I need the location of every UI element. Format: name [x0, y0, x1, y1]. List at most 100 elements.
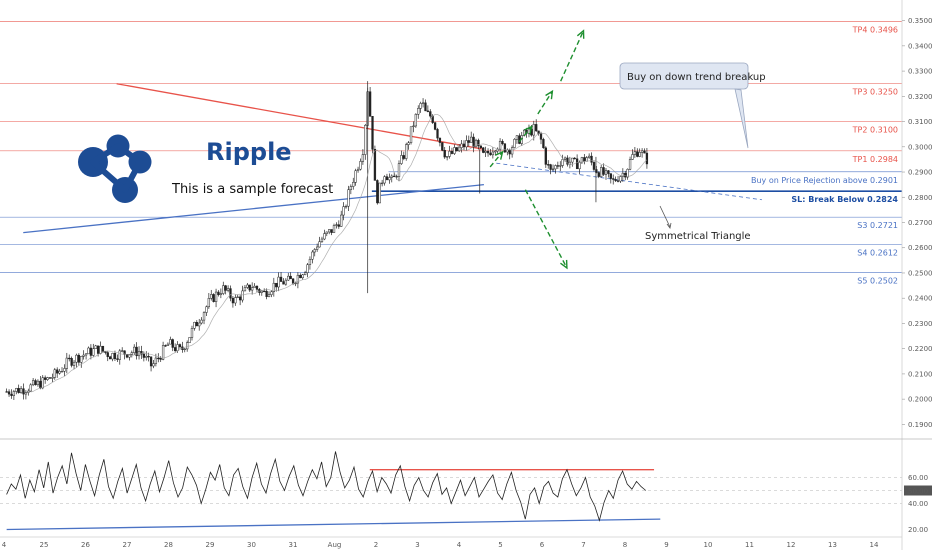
candle-body: [628, 159, 632, 170]
candle-body: [602, 167, 605, 175]
candle-body: [106, 352, 109, 357]
candle-body: [130, 352, 133, 355]
candle-body: [614, 179, 617, 181]
candle-body: [39, 380, 42, 389]
candle-body: [142, 353, 145, 358]
candle-body: [183, 348, 186, 350]
candle-body: [438, 137, 442, 143]
candle-body: [323, 233, 326, 240]
candle-body: [559, 165, 562, 167]
candle-body: [171, 339, 174, 348]
candle-body: [342, 206, 345, 216]
candle-body: [441, 142, 444, 151]
candle-body: [308, 259, 312, 265]
candle-body: [412, 125, 415, 128]
candle-body: [477, 139, 480, 147]
candle-body: [378, 182, 381, 204]
brand-title: Ripple: [206, 138, 292, 166]
candle-body: [561, 159, 564, 166]
callout-text: Buy on down trend breakup: [627, 72, 766, 83]
candle-body: [238, 296, 242, 301]
candle-body: [56, 369, 59, 374]
candle-body: [460, 143, 463, 148]
candle-body: [498, 140, 502, 150]
candle-body: [299, 274, 302, 279]
candle-body: [467, 140, 470, 143]
time-tick-label: 30: [247, 541, 256, 549]
candle-body: [515, 135, 519, 140]
candle-body: [645, 152, 649, 165]
candle-body: [241, 290, 244, 301]
candle-body: [72, 361, 76, 366]
trendlines-layer: [23, 83, 763, 234]
candle-body: [626, 168, 629, 178]
candle-body: [571, 157, 574, 163]
price-tick-label: 0.19000: [908, 421, 932, 429]
candle-body: [70, 358, 73, 366]
candle-body: [501, 140, 504, 145]
candle-body: [313, 249, 316, 253]
candle-body: [236, 296, 239, 298]
time-tick-label: 11: [745, 541, 754, 549]
candle-body: [316, 246, 319, 250]
candle-body: [260, 290, 263, 293]
candle-body: [29, 384, 32, 392]
candle-body: [455, 147, 458, 152]
candle-body: [10, 393, 13, 396]
dashed-guide-line: [496, 162, 763, 201]
candle-body: [621, 172, 624, 177]
candle-body: [17, 388, 20, 394]
candle-body: [31, 380, 35, 386]
time-tick-label: 7: [581, 541, 585, 549]
candle-body: [164, 345, 167, 347]
candle-body: [137, 351, 141, 357]
candle-body: [289, 275, 292, 280]
candle-body: [193, 322, 196, 329]
candle-body: [373, 148, 377, 181]
candle-body: [554, 165, 557, 170]
candle-body: [267, 294, 271, 297]
time-tick-label: 13: [828, 541, 837, 549]
candle-body: [465, 140, 468, 148]
candle-body: [486, 150, 490, 154]
candle-body: [638, 152, 641, 157]
candle-body: [433, 122, 437, 130]
candle-body: [549, 164, 552, 170]
time-tick-label: 26: [81, 541, 90, 549]
candle-body: [535, 124, 538, 132]
candle-body: [75, 354, 78, 363]
candle-body: [96, 345, 100, 354]
candle-body: [113, 352, 117, 359]
candle-body: [544, 147, 547, 165]
forecast-arrowhead: [495, 150, 504, 160]
candle-body: [607, 170, 610, 174]
candle-body: [556, 165, 560, 167]
candle-body: [178, 344, 182, 348]
candle-body: [349, 186, 353, 190]
time-tick-label: 3: [415, 541, 419, 549]
candle-body: [190, 328, 194, 338]
candle-body: [202, 312, 206, 321]
candle-body: [135, 346, 138, 357]
candle-body: [176, 344, 179, 351]
candle-body: [282, 281, 285, 285]
forecast-arrowhead: [576, 29, 585, 39]
forecast-arrow: [560, 30, 585, 82]
candle-body: [344, 205, 348, 208]
triangle-label: Symmetrical Triangle: [645, 231, 751, 242]
candle-body: [587, 155, 591, 158]
time-tick-label: 9: [664, 541, 668, 549]
candle-body: [448, 150, 451, 157]
candle-body: [612, 178, 615, 180]
candle-body: [243, 287, 247, 292]
candle-body: [46, 377, 49, 380]
candle-body: [294, 282, 297, 285]
candle-body: [272, 282, 275, 293]
candle-body: [275, 282, 278, 288]
candle-body: [36, 380, 40, 386]
